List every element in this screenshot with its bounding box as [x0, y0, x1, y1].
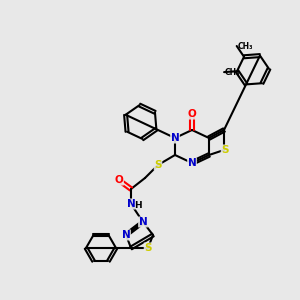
Text: CH₃: CH₃: [225, 68, 241, 76]
Text: S: S: [221, 145, 229, 155]
Text: N: N: [122, 230, 130, 240]
Text: O: O: [188, 109, 196, 119]
Text: S: S: [144, 243, 152, 253]
Text: S: S: [154, 160, 162, 170]
Text: N: N: [171, 133, 179, 143]
Text: O: O: [115, 175, 123, 185]
Text: N: N: [139, 217, 147, 227]
Text: H: H: [134, 200, 142, 209]
Text: CH₃: CH₃: [238, 41, 253, 50]
Text: N: N: [127, 199, 135, 209]
Text: N: N: [188, 158, 196, 168]
